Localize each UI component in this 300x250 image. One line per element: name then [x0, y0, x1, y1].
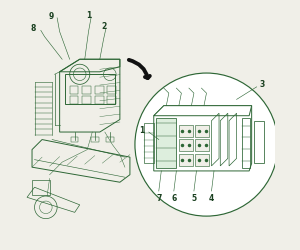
Text: 5: 5: [191, 193, 196, 202]
Text: 8: 8: [31, 24, 36, 33]
Polygon shape: [65, 75, 115, 105]
Circle shape: [135, 74, 278, 216]
FancyBboxPatch shape: [195, 125, 209, 137]
FancyBboxPatch shape: [195, 140, 209, 152]
Text: 9: 9: [48, 12, 53, 21]
FancyBboxPatch shape: [179, 125, 193, 137]
Text: 1: 1: [86, 10, 91, 20]
Polygon shape: [156, 119, 176, 169]
Polygon shape: [154, 106, 252, 116]
FancyBboxPatch shape: [179, 140, 193, 152]
FancyBboxPatch shape: [179, 154, 193, 166]
Text: 4: 4: [209, 193, 214, 202]
Text: 1: 1: [139, 126, 144, 134]
Text: 7: 7: [156, 193, 161, 202]
Text: 2: 2: [102, 22, 107, 31]
FancyBboxPatch shape: [195, 154, 209, 166]
Text: 3: 3: [259, 79, 264, 88]
Text: 6: 6: [171, 193, 176, 202]
